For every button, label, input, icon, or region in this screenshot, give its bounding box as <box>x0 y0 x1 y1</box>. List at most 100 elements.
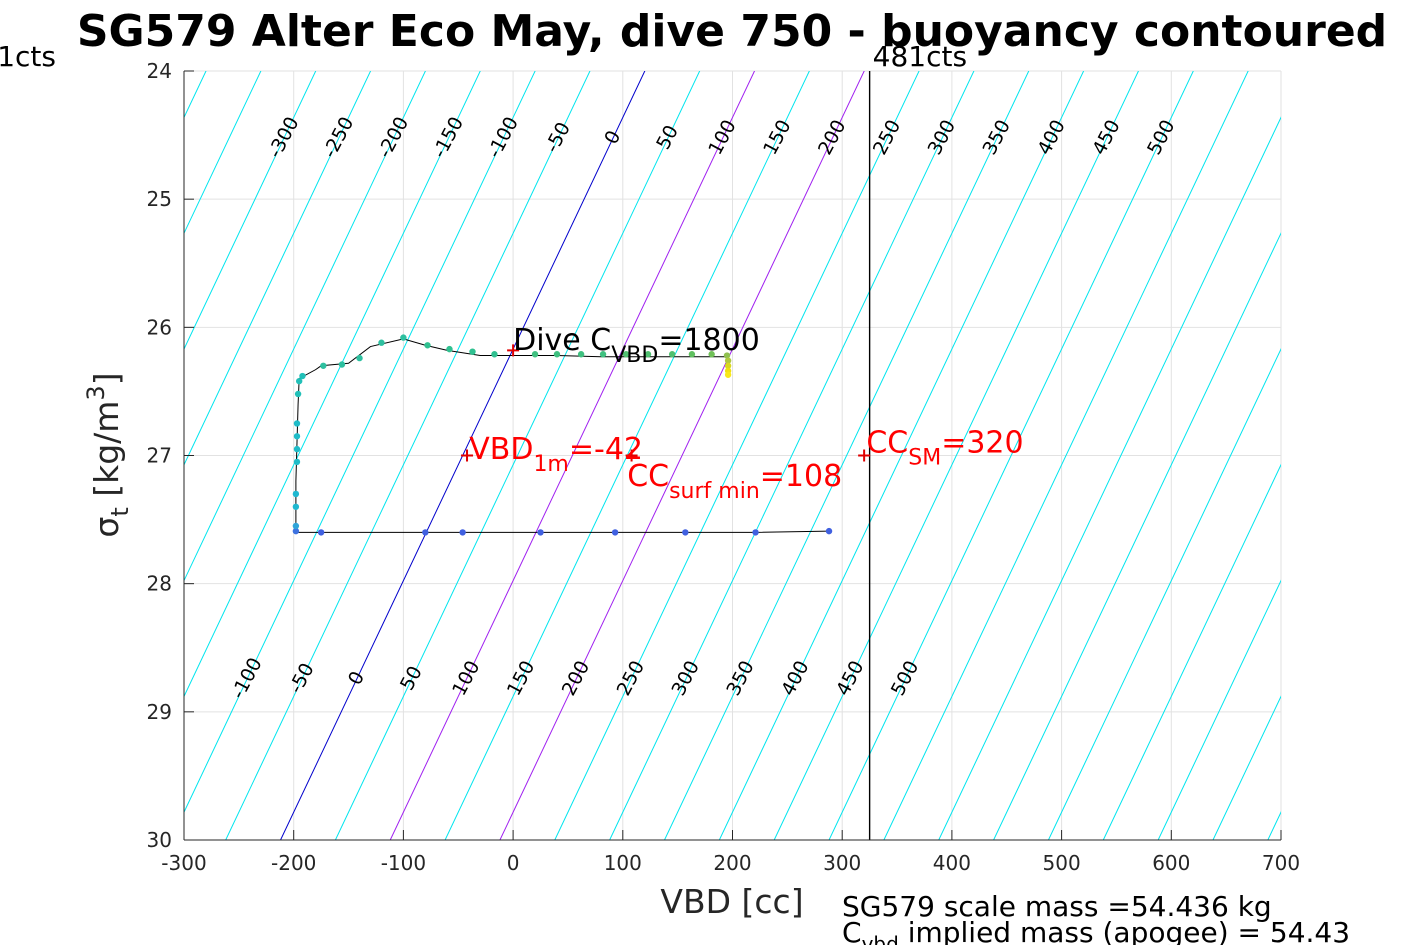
data-point <box>292 490 300 498</box>
contour-label-top: 100 <box>704 116 740 158</box>
footer-scale-mass: SG579 scale mass =54.436 kg <box>842 890 1272 923</box>
annotation: CCSM=320 <box>866 426 1023 471</box>
contour-line <box>609 71 975 840</box>
annotation-value: =108 <box>760 459 842 494</box>
y-axis-label: σt [kg/m3] <box>82 372 134 537</box>
data-point <box>299 372 306 380</box>
data-point <box>338 361 346 368</box>
contour-line <box>718 71 1085 840</box>
data-point <box>292 503 300 510</box>
y-axis-label-unit: [kg/m <box>87 401 126 508</box>
data-point <box>825 527 833 535</box>
contour-label-bottom: -100 <box>227 654 267 702</box>
data-point <box>293 445 301 453</box>
contour-line <box>499 71 865 840</box>
marker-plus <box>461 449 474 462</box>
annotation-base: CC <box>627 459 669 494</box>
x-tick-label: 400 <box>933 851 971 875</box>
annotation: Dive CVBD=1800 <box>513 323 760 368</box>
data-point <box>577 351 585 358</box>
axes: -300 -200 -100 0 100 200 300 400 500 600 700242526… <box>147 59 1301 875</box>
data-point <box>356 354 363 362</box>
data-point <box>668 351 676 358</box>
data-point <box>292 527 300 535</box>
x-tick-label: -100 <box>381 851 426 875</box>
contour-label-top: 400 <box>1033 116 1069 158</box>
x-tick-label: 0 <box>507 851 520 875</box>
annotation: CCsurf min=108 <box>627 459 842 504</box>
y-axis-label-sub: t <box>106 507 134 516</box>
annotation-base: Dive C <box>513 323 611 358</box>
pump-limit-label: 481cts <box>873 40 967 73</box>
contour-label-top: 350 <box>979 116 1015 158</box>
contour-label-top: 300 <box>924 116 960 158</box>
data-point <box>537 529 544 536</box>
footer-implied-mass-rest: implied mass (apogee) = 54.43 <box>899 916 1350 945</box>
data-point <box>611 529 619 536</box>
y-tick-label: 29 <box>147 700 172 724</box>
x-tick-label: 300 <box>823 851 861 875</box>
contour-label-top: 50 <box>652 122 683 154</box>
marker-plus <box>507 344 520 357</box>
contour-line <box>993 232 1281 840</box>
contour-line <box>184 71 481 698</box>
data-point <box>708 351 715 358</box>
annotation-sub: 1m <box>533 452 568 477</box>
contour-label-bottom: 300 <box>667 657 703 699</box>
data-point <box>400 334 407 341</box>
contour-label-bottom: -50 <box>285 659 319 697</box>
bottom-leg-line <box>295 530 830 533</box>
marker-plus <box>858 449 871 462</box>
contour-label-top: -300 <box>264 113 304 161</box>
pump-min-label: 1cts <box>0 40 56 73</box>
data-point <box>378 339 385 346</box>
data-point <box>293 458 301 466</box>
marker-plus <box>625 449 638 462</box>
footer-implied-mass-base: C <box>842 916 862 945</box>
data-point <box>295 377 303 385</box>
annotation: VBD1m=-42 <box>469 432 643 477</box>
contour-label-top: 0 <box>600 127 625 148</box>
data-point <box>294 390 302 398</box>
data-point <box>752 529 759 536</box>
data-point <box>469 348 476 355</box>
contour-line <box>0 31 170 840</box>
contour-line <box>444 71 810 840</box>
annotation-value: =1800 <box>658 323 759 358</box>
contour-labels: -300 -250 -200 -150 -100 -50 0 50 100 150 200 250 30… <box>227 113 1179 702</box>
contour-line <box>0 31 6 840</box>
y-tick-label: 28 <box>147 572 172 596</box>
contour-line <box>1102 463 1281 840</box>
contour-line <box>280 71 646 840</box>
contour-line <box>184 71 426 582</box>
contour-label-bottom: 400 <box>777 657 813 699</box>
contour-label-bottom: 0 <box>344 668 369 689</box>
contour-line <box>664 71 1030 840</box>
contour-label-top: 150 <box>759 116 795 158</box>
buoyancy-contours <box>0 31 1281 840</box>
x-tick-label: 500 <box>1043 851 1081 875</box>
annotation-base: VBD <box>469 432 533 467</box>
data-point <box>724 371 732 378</box>
data-point <box>682 529 689 536</box>
contour-line <box>184 71 317 351</box>
data-point <box>688 351 696 358</box>
contour-line <box>225 71 591 840</box>
contour-label-top: -200 <box>374 113 414 161</box>
contour-line <box>1267 811 1281 840</box>
y-tick-label: 30 <box>147 828 172 852</box>
data-point <box>644 351 652 358</box>
contour-line <box>334 71 701 840</box>
contour-label-top: 200 <box>814 116 850 158</box>
contour-label-bottom: 200 <box>558 657 594 699</box>
contour-label-top: -100 <box>483 113 523 161</box>
grid <box>183 70 1282 841</box>
data-point <box>446 345 453 353</box>
contour-line <box>554 71 920 840</box>
contour-label-bottom: 500 <box>887 657 923 699</box>
y-tick-label: 25 <box>147 187 172 211</box>
data-point <box>622 351 630 358</box>
data-point <box>724 357 732 364</box>
